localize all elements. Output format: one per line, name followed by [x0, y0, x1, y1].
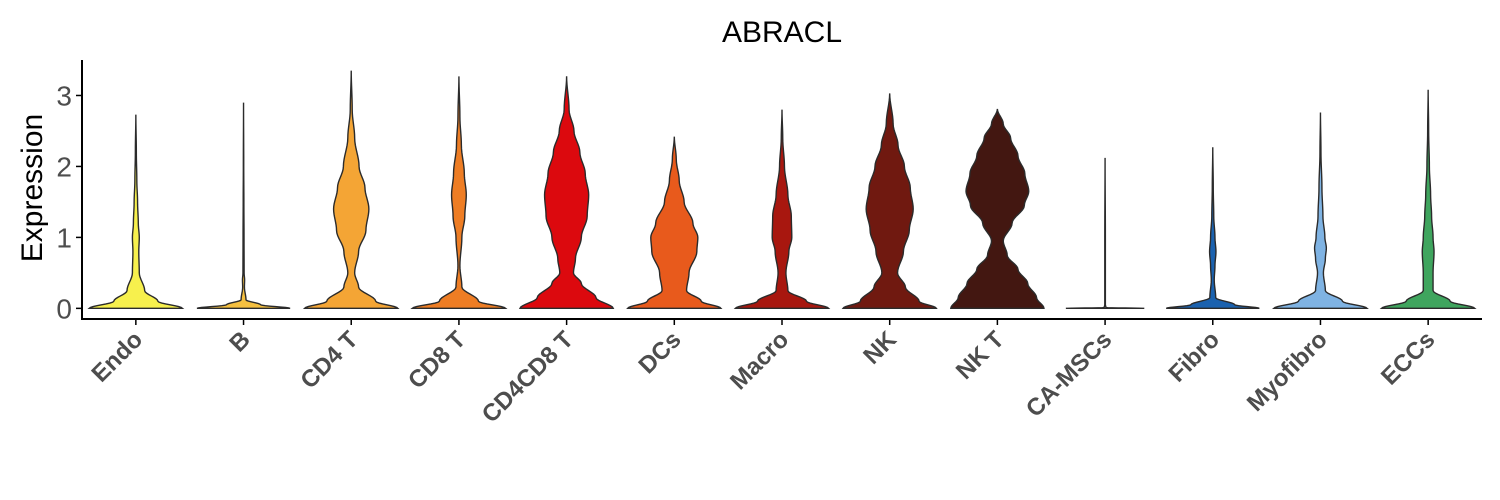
x-tick-label: CD8 T [403, 326, 471, 394]
x-tick-label: ECCs [1376, 326, 1440, 390]
violin-cd4-t [302, 70, 400, 310]
x-tick-label: Endo [87, 326, 149, 388]
y-axis-label: Expression [16, 114, 49, 262]
violin-fibro [1165, 147, 1260, 310]
violin-cd4cd8-t [518, 76, 615, 310]
violin-cd8-t [410, 76, 508, 310]
violin-myofibro [1272, 112, 1369, 310]
x-tick-label: Myofibro [1242, 326, 1333, 417]
x-axis-ticks: Endo B CD4 T CD8 T CD4CD8 T DCs Macro NK NK T CA-… [87, 319, 1440, 428]
x-tick-label: Macro [725, 326, 794, 395]
x-tick-label: DCs [634, 326, 687, 379]
x-tick-label: NK [858, 326, 902, 370]
violin-eccs [1379, 89, 1477, 310]
y-tick-label: 0 [56, 293, 72, 324]
violin-nk-t [949, 108, 1045, 310]
x-tick-label: CD4CD8 T [477, 326, 579, 428]
y-tick-label: 2 [56, 151, 72, 182]
violin-dcs [626, 136, 723, 310]
x-tick-label: CD4 T [295, 326, 363, 394]
y-axis-ticks: 0 1 2 3 [56, 80, 82, 324]
violin-macro [733, 109, 831, 310]
violin-series [87, 70, 1477, 310]
x-tick-label: CA-MSCs [1021, 326, 1117, 422]
violin-endo [87, 114, 185, 310]
violin-nk [841, 93, 938, 310]
y-tick-label: 1 [56, 222, 72, 253]
y-tick-label: 3 [56, 80, 72, 111]
x-tick-label: B [224, 326, 255, 357]
x-tick-label: NK T [951, 326, 1010, 385]
violin-b [196, 102, 291, 310]
x-tick-label: Fibro [1163, 326, 1225, 388]
chart-title: ABRACL [722, 16, 842, 49]
violin-ca-mscs [1065, 157, 1145, 310]
